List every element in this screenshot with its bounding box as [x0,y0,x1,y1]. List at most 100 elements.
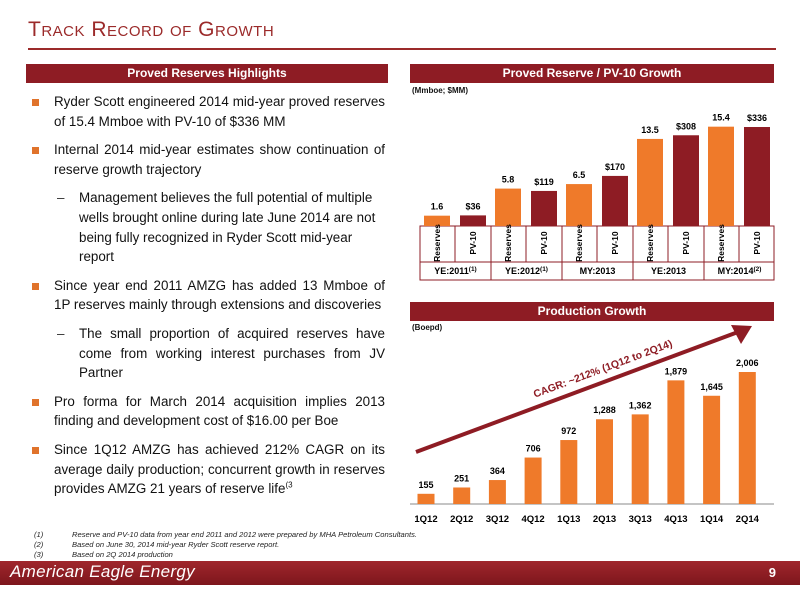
bullet-text: The small proportion of acquired reserve… [79,325,385,381]
footnote: (1) Reserve and PV-10 data from year end … [34,530,534,540]
bullet-2: Internal 2014 mid-year estimates show co… [30,140,385,179]
category-tick-label: 2Q12 [450,514,473,525]
category-tick-label: YE:2013 [651,266,686,276]
category-tick-label: MY:2013 [580,266,616,276]
footnote-text: Based on June 30, 2014 mid-year Ryder Sc… [72,540,280,550]
pv10-value-label: $308 [676,121,696,131]
series-tick-label: PV-10 [539,231,549,254]
reserve-growth-header: Proved Reserve / PV-10 Growth [410,64,774,83]
reserves-bar [708,126,734,226]
series-tick-label: PV-10 [610,231,620,254]
production-value-label: 1,879 [665,366,688,376]
category-tick-label: 2Q13 [593,514,616,525]
production-value-label: 251 [454,473,469,483]
pv10-value-label: $36 [465,201,480,211]
page-number: 9 [768,565,776,580]
production-value-label: 155 [418,480,433,490]
pv10-bar [744,127,770,226]
company-logo: American Eagle Energy [10,562,195,581]
series-tick-label: Reserves [716,224,726,262]
highlights-list: Ryder Scott engineered 2014 mid-year pro… [30,92,385,508]
bullet-text: Management believes the full potential o… [79,190,376,265]
series-tick-label: PV-10 [681,231,691,254]
bullet-3: Since year end 2011 AMZG has added 13 Mm… [30,276,385,315]
footnote: (2) Based on June 30, 2014 mid-year Ryder… [34,540,534,550]
reserves-bar [566,184,592,226]
category-tick-label: 4Q12 [521,514,544,525]
category-tick-label: MY:2014(2) [718,266,762,276]
reserves-bar [424,215,450,226]
footnote-number: (3) [34,550,44,560]
series-tick-label: Reserves [574,224,584,262]
cagr-arrow [415,330,739,454]
series-tick-label: Reserves [432,224,442,262]
category-footnote-ref: (1) [540,266,548,273]
category-tick-label: 1Q14 [700,514,724,525]
reserves-unit-label: (Mmboe; $MM) [412,86,468,95]
footnote-text: Based on 2Q 2014 production [72,550,173,560]
reserves-chart: 1.6 $36 Reserves PV-10 YE:2011(1) 5.8 $119 Rese… [419,113,775,281]
sub-bullet-2: The small proportion of acquired reserve… [30,324,385,383]
reserves-bar [637,138,663,226]
pv10-bar [460,215,486,226]
bullet-4: Pro forma for March 2014 acquisition imp… [30,392,385,431]
pv10-value-label: $119 [534,177,554,187]
reserves-value-label: 6.5 [573,170,586,180]
cagr-annotation: CAGR: ~212% (1Q12 to 2Q14) [532,338,674,401]
cagr-arrowhead [731,325,752,344]
pv10-bar [531,190,557,226]
production-bar [738,372,756,504]
production-bar [488,480,506,504]
series-tick-label: Reserves [503,224,513,262]
pv10-value-label: $336 [747,113,767,123]
production-bar [667,380,685,504]
footnote-ref: (3 [285,480,293,490]
bullet-text: Ryder Scott engineered 2014 mid-year pro… [54,94,385,129]
category-tick-label: 1Q12 [414,514,437,525]
bullet-5: Since 1Q12 AMZG has achieved 212% CAGR o… [30,440,385,499]
bullet-text: Since year end 2011 AMZG has added 13 Mm… [54,277,385,313]
production-value-label: 1,645 [700,382,723,392]
category-tick-label: 3Q13 [629,514,652,525]
pv10-value-label: $170 [605,162,625,172]
production-value-label: 706 [526,444,541,454]
production-bar [524,457,542,504]
production-bar [703,395,721,504]
reserves-bar [495,188,521,226]
category-tick-label: YE:2012(1) [505,266,548,276]
title-divider [28,48,776,50]
reserves-value-label: 13.5 [641,125,659,135]
production-bar [417,493,435,504]
pv10-bar [673,135,699,226]
footnote-number: (1) [34,530,44,539]
series-tick-label: PV-10 [752,231,762,254]
production-bar [453,487,471,504]
production-value-label: 972 [561,426,576,436]
category-tick-label: 2Q14 [736,514,760,525]
footnotes: (1) Reserve and PV-10 data from year end … [34,530,534,561]
bullet-1: Ryder Scott engineered 2014 mid-year pro… [30,92,385,131]
production-value-label: 2,006 [736,358,759,368]
sub-bullet-1: Management believes the full potential o… [30,188,385,266]
production-bar [631,414,649,504]
bullet-text: Pro forma for March 2014 acquisition imp… [54,393,385,429]
footnote: (3) Based on 2Q 2014 production [34,550,534,560]
bullet-text: Internal 2014 mid-year estimates show co… [54,142,385,177]
category-tick-label: 3Q12 [486,514,509,525]
category-footnote-ref: (1) [469,266,477,273]
footnote-text: Reserve and PV-10 data from year end 201… [72,530,418,539]
production-bar [560,440,578,504]
footnote-number: (2) [34,540,44,550]
reserves-value-label: 5.8 [502,175,515,185]
reserves-highlights-header: Proved Reserves Highlights [26,64,388,83]
category-tick-label: 4Q13 [664,514,687,525]
series-tick-label: Reserves [645,224,655,262]
production-chart: 155 1Q12 251 2Q12 364 3Q12 706 4Q12 972 1Q13 1,288… [410,325,774,525]
production-value-label: 364 [490,466,505,476]
category-tick-label: YE:2011(1) [434,266,476,276]
production-bar [596,419,613,504]
production-value-label: 1,288 [593,405,616,415]
category-footnote-ref: (2) [753,266,761,273]
production-growth-header: Production Growth [410,302,774,321]
page-title: Track Record of Growth [28,18,275,41]
